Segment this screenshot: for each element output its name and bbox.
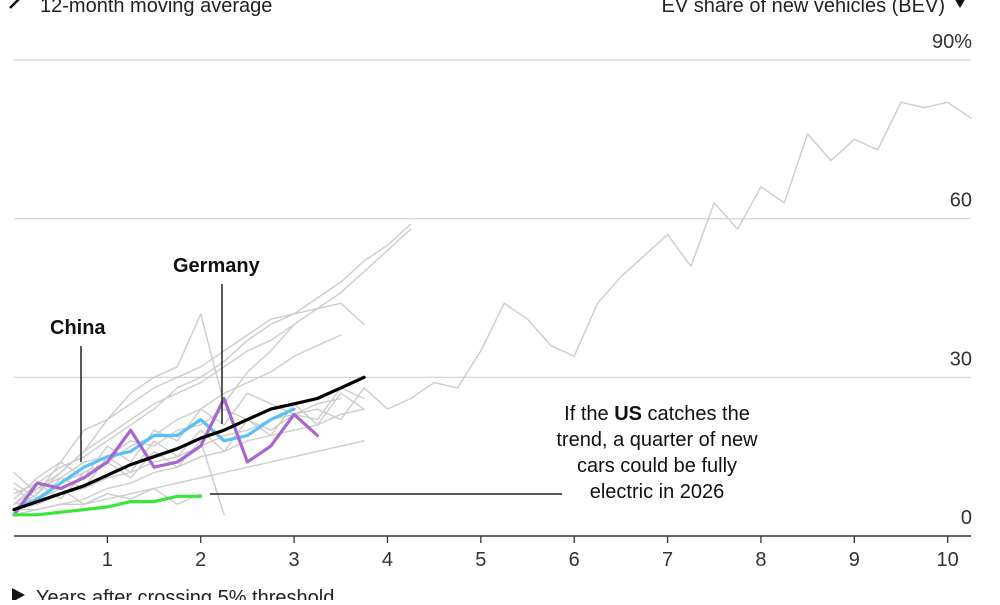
- trend-line-icon: [9, 0, 20, 9]
- us-series-line: [12, 494, 203, 517]
- china-annotation: China: [50, 317, 106, 462]
- us-annotation: If the US catches the trend, a quarter o…: [210, 403, 758, 503]
- germany-series-line: [12, 396, 319, 517]
- down-triangle-icon: [955, 0, 965, 8]
- y-axis-title-group: EV share of new vehicles (BEV): [662, 0, 965, 17]
- x-axis-title: Years after crossing 5% threshold: [36, 587, 334, 600]
- other-country-line: [13, 302, 365, 511]
- grid-layer: [14, 59, 971, 378]
- other-country-line: [13, 223, 412, 505]
- germany-annotation: Germany: [173, 255, 261, 424]
- us-note-line3: cars could be fully: [577, 455, 737, 477]
- y-tick-label: 30: [950, 348, 972, 370]
- china-series-line: [12, 407, 296, 512]
- trend-series-line: [12, 375, 366, 512]
- other-country-line: [13, 101, 972, 505]
- x-axis-title-group: Years after crossing 5% threshold: [12, 587, 334, 605]
- x-tick-label: 8: [755, 549, 766, 571]
- legend-text: 12-month moving average: [40, 0, 272, 17]
- us-note-line1-c: catches the: [642, 403, 750, 425]
- us-note-line1-b: US: [614, 403, 642, 425]
- china-label: China: [50, 317, 106, 339]
- us-note-line4: electric in 2026: [590, 481, 725, 503]
- legend-entry: 12-month moving average: [9, 0, 272, 17]
- us-note-line2: trend, a quarter of new: [556, 429, 758, 451]
- y-axis-title: EV share of new vehicles (BEV): [662, 0, 945, 17]
- x-tick-label: 2: [195, 549, 206, 571]
- y-tick-label: 0: [961, 507, 972, 529]
- x-tick-label: 6: [569, 549, 580, 571]
- y-tick-label: 60: [950, 190, 972, 212]
- germany-label: Germany: [173, 255, 261, 277]
- other-country-line: [13, 440, 365, 511]
- x-tick-label: 7: [662, 549, 673, 571]
- right-triangle-icon: [12, 588, 25, 602]
- x-tick-label: 9: [849, 549, 860, 571]
- us-note-line1-a: If the: [564, 403, 614, 425]
- series-layer: [12, 101, 972, 517]
- other-country-line: [13, 313, 295, 500]
- x-tick-label: 5: [475, 549, 486, 571]
- x-tick-label: 3: [289, 549, 300, 571]
- other-country-line: [13, 408, 365, 516]
- x-tick-label: 1: [102, 549, 113, 571]
- y-tick-label: 90%: [932, 31, 972, 53]
- us-note-line: If the US catches the: [564, 403, 750, 425]
- x-tick-label: 4: [382, 549, 393, 571]
- other-country-line: [13, 387, 365, 495]
- axis-layer: 0 30 60 90% 1 2 3 4 5 6 7 8 9 10: [14, 31, 972, 571]
- x-tick-label: 10: [937, 549, 959, 571]
